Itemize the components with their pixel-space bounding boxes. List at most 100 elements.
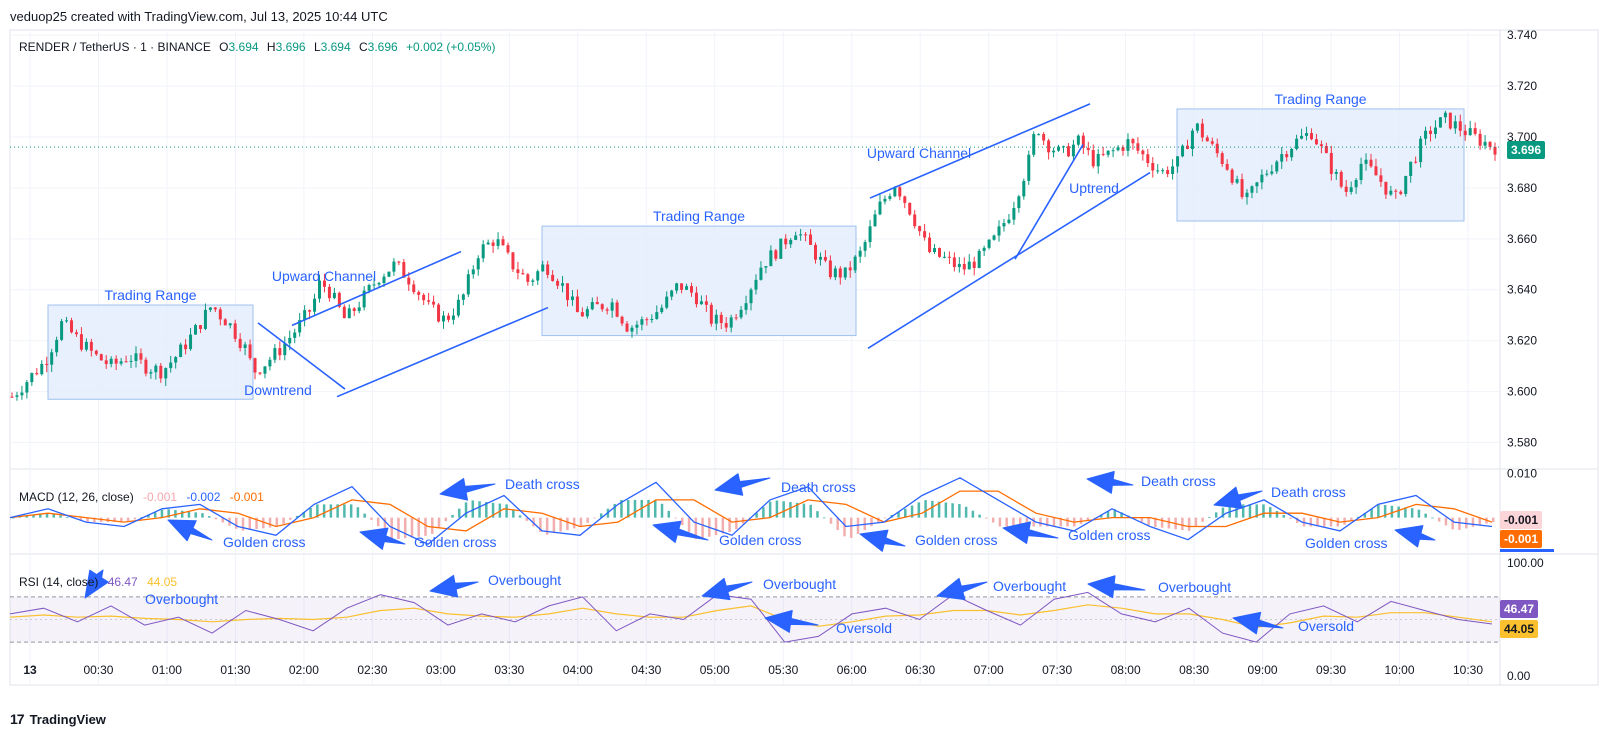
candle-body xyxy=(575,296,579,313)
macd-histogram-bar xyxy=(1120,512,1123,518)
legend-symbol[interactable]: RENDER / TetherUS · 1 · BINANCE xyxy=(19,40,211,54)
price-tick-label: 3.740 xyxy=(1507,28,1537,42)
macd-histogram-bar xyxy=(647,499,650,518)
macd-histogram-bar xyxy=(755,512,758,518)
candle-body xyxy=(55,339,59,353)
macd-histogram-bar xyxy=(1228,504,1231,518)
macd-histogram-bar xyxy=(626,499,630,518)
candle-body xyxy=(407,277,411,285)
candle-body xyxy=(809,234,813,245)
candle-body xyxy=(1493,146,1497,155)
candle-body xyxy=(1463,130,1467,136)
candle-body xyxy=(779,238,783,259)
candle-body xyxy=(650,318,654,320)
macd-histogram-bar xyxy=(782,501,785,518)
candle-body xyxy=(1265,173,1269,175)
candle-body xyxy=(531,280,535,282)
macd-histogram-bar xyxy=(1241,504,1245,518)
time-tick-label: 07:00 xyxy=(974,663,1004,677)
candle-body xyxy=(942,256,946,258)
candle-body xyxy=(456,299,460,316)
candle-body xyxy=(129,360,133,362)
candle-body xyxy=(769,250,773,267)
candle-body xyxy=(184,344,188,350)
macd-histogram xyxy=(12,499,1495,540)
candle-body xyxy=(322,280,326,287)
macd-histogram-bar xyxy=(1451,517,1454,530)
candle-body xyxy=(962,264,966,270)
candle-body xyxy=(1215,143,1219,154)
macd-histogram-bar xyxy=(586,517,589,523)
macd-histogram-bar xyxy=(768,501,772,518)
candle-body xyxy=(218,309,222,320)
time-tick-label: 05:00 xyxy=(700,663,730,677)
candle-body xyxy=(1032,134,1036,155)
candle-body xyxy=(570,296,574,301)
time-tick-label: 01:30 xyxy=(220,663,250,677)
candle-body xyxy=(590,302,594,310)
macd-histogram-bar xyxy=(410,517,414,538)
macd-histogram-bar xyxy=(1356,516,1360,518)
annotation-arrow-icon xyxy=(429,574,479,598)
candle-body xyxy=(437,304,441,322)
candle-body xyxy=(65,320,69,322)
trend-line xyxy=(291,250,462,327)
macd-histogram-bar xyxy=(572,517,576,529)
time-tick-label: 10:30 xyxy=(1453,663,1483,677)
price-tick-label: 3.720 xyxy=(1507,79,1537,93)
candle-body xyxy=(843,267,847,278)
candle-body xyxy=(759,267,763,280)
macd-histogram-bar xyxy=(1221,507,1225,518)
macd-histogram-bar xyxy=(1424,513,1427,518)
macd-histogram-bar xyxy=(512,509,515,518)
candle-body xyxy=(1106,150,1110,155)
time-tick-label: 06:00 xyxy=(837,663,867,677)
macd-histogram-bar xyxy=(1471,517,1475,527)
candle-body xyxy=(635,324,639,328)
candle-body xyxy=(546,264,550,275)
macd-histogram-bar xyxy=(140,516,143,518)
macd-legend: MACD (12, 26, close) -0.001 -0.002 -0.00… xyxy=(19,490,264,504)
candle-body xyxy=(1057,146,1061,151)
macd-histogram-bar xyxy=(518,515,522,518)
candle-body xyxy=(813,244,817,260)
overbought-label: Overbought xyxy=(763,576,836,592)
main-legend: RENDER / TetherUS · 1 · BINANCE O3.694 H… xyxy=(19,40,495,54)
candle-body xyxy=(486,242,490,245)
macd-histogram-bar xyxy=(674,517,677,519)
macd-histogram-bar xyxy=(160,509,164,518)
macd-legend-name[interactable]: MACD (12, 26, close) xyxy=(19,490,134,504)
candle-body xyxy=(1166,170,1170,175)
macd-histogram-bar xyxy=(620,499,623,518)
macd-histogram-bar xyxy=(1039,517,1042,527)
candle-body xyxy=(461,294,465,300)
rsi-legend-name[interactable]: RSI (14, close) xyxy=(19,575,99,589)
golden-cross-label: Golden cross xyxy=(1305,535,1387,551)
candle-body xyxy=(1146,154,1150,164)
macd-histogram-bar xyxy=(1113,509,1117,518)
candle-body xyxy=(853,256,857,271)
macd-histogram-bar xyxy=(917,502,921,518)
macd-histogram-bar xyxy=(1194,517,1198,527)
time-tick-label: 10:00 xyxy=(1385,663,1415,677)
candle-body xyxy=(362,290,366,308)
trading-range-label: Trading Range xyxy=(1274,91,1366,107)
legend-c-label: C xyxy=(359,40,368,54)
macd-histogram-bar xyxy=(295,515,299,518)
footer-brand[interactable]: 17 TradingView xyxy=(10,711,106,727)
macd-histogram-bar xyxy=(289,517,292,520)
candle-body xyxy=(1270,171,1274,174)
candle-body xyxy=(84,341,88,350)
candle-body xyxy=(1116,147,1120,151)
macd-histogram-bar xyxy=(843,517,846,537)
candle-body xyxy=(680,283,684,290)
candle-body xyxy=(794,235,798,240)
macd-histogram-bar xyxy=(1363,512,1367,518)
macd-histogram-bar xyxy=(505,504,508,518)
price-tick-label: 3.640 xyxy=(1507,283,1537,297)
macd-histogram-bar xyxy=(1201,517,1204,522)
candle-body xyxy=(1091,150,1095,167)
candle-body xyxy=(1414,161,1418,163)
annotation-arrow-icon xyxy=(1213,486,1263,509)
